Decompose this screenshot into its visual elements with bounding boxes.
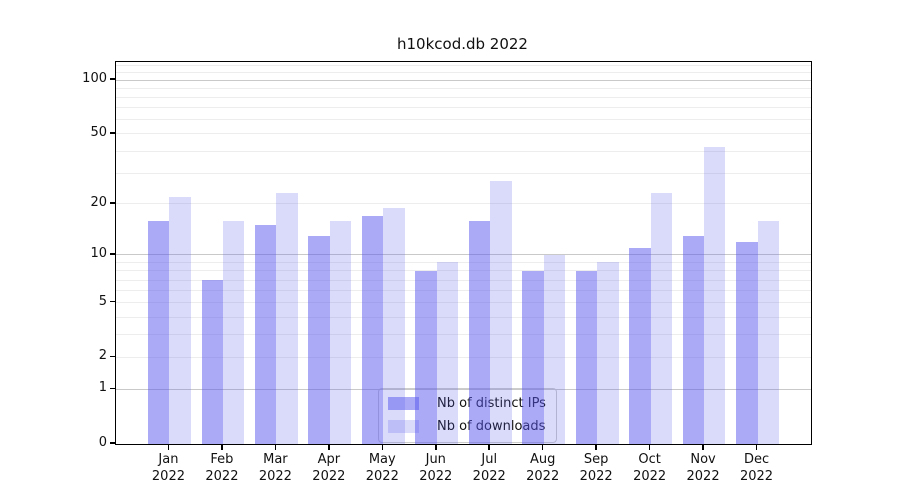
minor-gridline	[116, 334, 811, 336]
y-tick-mark	[110, 387, 115, 390]
legend-label-distinct-ips: Nb of distinct IPs	[437, 396, 546, 411]
legend-swatch-distinct-ips	[388, 397, 419, 410]
minor-gridline	[116, 279, 811, 281]
x-tick-label: Nov 2022	[686, 452, 720, 484]
bar-distinct-ips	[575, 270, 598, 444]
x-tick-label: Apr 2022	[312, 452, 346, 484]
bar-distinct-ips	[148, 220, 170, 444]
y-tick-label: 50	[90, 124, 107, 140]
x-tick-label: Jan 2022	[151, 452, 185, 484]
y-tick-label: 5	[98, 293, 107, 309]
bar-downloads	[169, 196, 191, 444]
major-gridline	[116, 79, 811, 81]
minor-gridline	[116, 290, 811, 292]
minor-gridline	[116, 302, 811, 304]
y-tick-mark	[110, 300, 115, 303]
bar-distinct-ips	[736, 241, 758, 444]
bar-distinct-ips	[308, 235, 330, 444]
bar-downloads	[222, 220, 245, 444]
bar-downloads	[650, 193, 672, 444]
legend-item-downloads: Nb of downloads	[388, 417, 546, 436]
minor-gridline	[116, 107, 811, 109]
x-tick-label: Feb 2022	[205, 452, 239, 484]
y-tick-label: 10	[90, 245, 107, 261]
bar-downloads	[757, 220, 779, 444]
x-tick-mark	[274, 444, 277, 450]
x-tick-label: May 2022	[365, 452, 399, 484]
bar-downloads	[383, 207, 405, 444]
major-gridline	[116, 388, 811, 390]
y-tick-label: 0	[98, 435, 107, 450]
y-tick-mark	[110, 132, 115, 134]
x-tick-mark	[755, 444, 758, 450]
bar-downloads	[276, 193, 298, 444]
y-tick-label: 100	[82, 71, 107, 87]
x-tick-label: Dec 2022	[739, 452, 774, 484]
bar-downloads	[490, 181, 512, 444]
minor-gridline	[116, 96, 811, 98]
y-tick-label: 20	[90, 194, 107, 210]
bar-distinct-ips	[201, 280, 223, 444]
legend-item-distinct-ips: Nb of distinct IPs	[388, 394, 546, 413]
x-tick-label: Sep 2022	[579, 452, 613, 484]
bar-distinct-ips	[629, 248, 651, 444]
y-tick-mark	[110, 442, 115, 444]
minor-gridline	[116, 150, 811, 152]
minor-gridline	[116, 72, 811, 74]
bar-distinct-ips	[522, 270, 544, 444]
minor-gridline	[116, 65, 811, 67]
x-tick-mark	[648, 444, 651, 450]
x-tick-label: Jul 2022	[472, 452, 506, 484]
legend-swatch-downloads	[388, 420, 419, 433]
major-gridline	[116, 254, 811, 256]
minor-gridline	[116, 356, 811, 358]
x-tick-mark	[221, 444, 223, 450]
bar-downloads	[597, 262, 619, 444]
bar-downloads	[543, 254, 566, 444]
y-tick-mark	[110, 202, 115, 204]
x-tick-mark	[435, 444, 437, 450]
minor-gridline	[116, 133, 811, 135]
chart-title: h10kcod.db 2022	[397, 35, 528, 53]
y-tick-mark	[110, 253, 115, 255]
y-tick-label: 1	[98, 380, 107, 396]
bar-downloads	[436, 262, 459, 444]
minor-gridline	[116, 172, 811, 174]
minor-gridline	[116, 119, 811, 121]
x-tick-mark	[328, 444, 330, 450]
x-tick-mark	[702, 444, 704, 450]
x-tick-label: Jun 2022	[419, 452, 453, 484]
y-tick-mark	[110, 78, 115, 80]
minor-gridline	[116, 261, 811, 263]
x-tick-label: Mar 2022	[258, 452, 292, 484]
minor-gridline	[116, 316, 811, 318]
x-tick-label: Aug 2022	[526, 452, 560, 484]
bar-distinct-ips	[468, 220, 491, 444]
bar-distinct-ips	[361, 216, 384, 444]
x-tick-mark	[541, 444, 544, 450]
minor-gridline	[116, 270, 811, 272]
y-tick-mark	[110, 355, 115, 358]
bar-downloads	[329, 220, 352, 444]
x-tick-label: Oct 2022	[633, 452, 667, 484]
bar-distinct-ips	[682, 235, 705, 444]
plot-area: Nb of distinct IPs Nb of downloads	[115, 61, 812, 445]
minor-gridline	[116, 203, 811, 205]
y-tick-label: 2	[98, 348, 107, 364]
x-tick-mark	[488, 444, 490, 450]
legend-label-downloads: Nb of downloads	[437, 419, 546, 434]
minor-gridline	[116, 87, 811, 89]
x-tick-mark	[595, 444, 597, 450]
bar-distinct-ips	[415, 270, 437, 444]
x-tick-mark	[167, 444, 170, 450]
x-tick-mark	[381, 444, 384, 450]
bar-distinct-ips	[255, 225, 277, 444]
bar-downloads	[704, 147, 726, 444]
